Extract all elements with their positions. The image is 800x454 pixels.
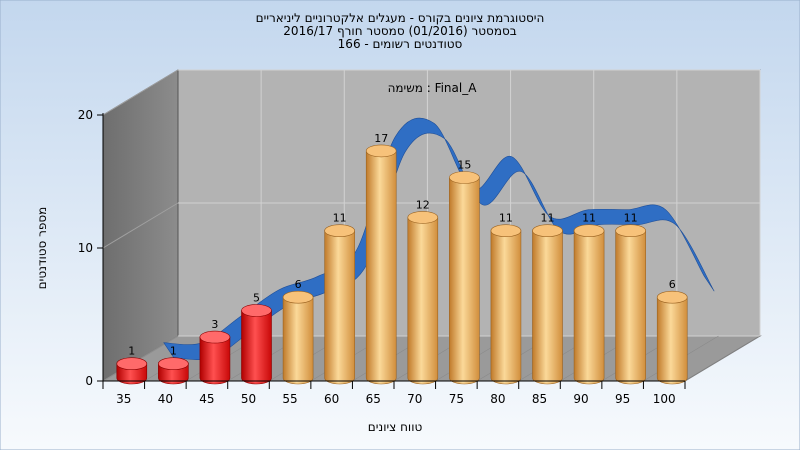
- bar-body: [199, 336, 231, 385]
- data-label: 6: [295, 278, 302, 291]
- data-label: 3: [211, 318, 218, 331]
- bar-top-cap: [241, 304, 272, 317]
- bar-top-cap: [532, 224, 563, 237]
- bar-body: [407, 217, 439, 385]
- title-line-3: סטודנטים רשומים - 166: [338, 37, 463, 51]
- gridline-horizontal-side: [102, 69, 179, 116]
- bar-body: [449, 177, 480, 385]
- bar-85: 11: [532, 212, 563, 385]
- bar-body: [365, 150, 397, 385]
- x-tick-label: 40: [158, 392, 173, 406]
- bar-body: [241, 310, 272, 385]
- bar-70: 12: [407, 198, 439, 385]
- x-tick-label: 95: [615, 392, 630, 406]
- bar-body: [573, 230, 605, 385]
- x-tick-label: 90: [573, 392, 588, 406]
- bar-top-cap: [615, 224, 646, 237]
- data-label: 1: [128, 345, 135, 358]
- bar-body: [490, 230, 522, 385]
- bar-top-cap: [407, 211, 439, 224]
- x-tick-label: 50: [241, 392, 256, 406]
- task-label: משימה : Final_A: [388, 81, 478, 95]
- bar-top-cap: [158, 357, 189, 371]
- x-tick-label: 80: [490, 392, 505, 406]
- bar-60: 11: [324, 212, 355, 385]
- data-label: 1: [170, 345, 177, 358]
- x-tick-label: 55: [282, 392, 297, 406]
- x-tick-label: 45: [199, 392, 214, 406]
- bar-top-cap: [324, 224, 355, 237]
- x-tick-label: 65: [366, 392, 381, 406]
- bar-top-cap: [573, 224, 605, 237]
- title-line-1: היסטוגרמת ציונים בקורס - מעגלים אלקטרוני…: [256, 11, 545, 25]
- gridline-horizontal-side: [102, 202, 179, 249]
- x-tick-label: 60: [324, 392, 339, 406]
- bar-40: 1: [158, 345, 189, 385]
- data-label: 11: [541, 212, 555, 225]
- y-tick-label: 0: [85, 374, 93, 388]
- y-tick-label: 20: [78, 108, 93, 122]
- data-label: 11: [582, 212, 596, 225]
- bar-top-cap: [282, 290, 314, 304]
- y-tick-label: 10: [78, 241, 93, 255]
- bar-35: 1: [116, 345, 148, 385]
- bar-top-cap: [365, 144, 397, 158]
- bar-top-cap: [490, 224, 522, 237]
- bar-80: 11: [490, 212, 522, 385]
- bar-top-cap: [656, 290, 688, 304]
- data-label: 5: [253, 292, 260, 305]
- bar-body: [532, 230, 563, 385]
- bar-100: 6: [656, 278, 688, 385]
- x-tick-label: 85: [532, 392, 547, 406]
- bar-body: [615, 230, 646, 385]
- bar-75: 15: [449, 159, 480, 385]
- gridline-floor: [684, 335, 761, 382]
- bar-90: 11: [573, 212, 605, 385]
- chart-title: היסטוגרמת ציונים בקורס - מעגלים אלקטרוני…: [256, 11, 545, 51]
- bar-65: 17: [365, 132, 397, 385]
- data-label: 6: [669, 278, 676, 291]
- data-label: 17: [374, 132, 388, 145]
- bar-body: [282, 296, 314, 385]
- bar-top-cap: [449, 171, 480, 184]
- bar-95: 11: [615, 212, 646, 385]
- data-label: 11: [499, 212, 513, 225]
- data-label: 15: [457, 159, 471, 172]
- x-tick-label: 35: [116, 392, 131, 406]
- x-tick-label: 70: [407, 392, 422, 406]
- data-label: 11: [624, 212, 638, 225]
- title-line-2: בסמסטר (01/2016) סמסטר חורף 2016/17: [283, 24, 516, 38]
- data-label: 11: [333, 212, 347, 225]
- bar-top-cap: [199, 330, 231, 344]
- data-label: 12: [416, 198, 430, 211]
- x-tick-label: 100: [653, 392, 676, 406]
- x-axis-title: טווח ציונים: [368, 420, 423, 434]
- bar-55: 6: [282, 278, 314, 385]
- y-axis-title: מספר סטודנטים: [35, 207, 49, 290]
- bar-body: [656, 296, 688, 385]
- bar-top-cap: [116, 357, 148, 371]
- x-tick-label: 75: [449, 392, 464, 406]
- bar-45: 3: [199, 318, 231, 385]
- bar-50: 5: [241, 292, 272, 385]
- bar-body: [324, 230, 355, 385]
